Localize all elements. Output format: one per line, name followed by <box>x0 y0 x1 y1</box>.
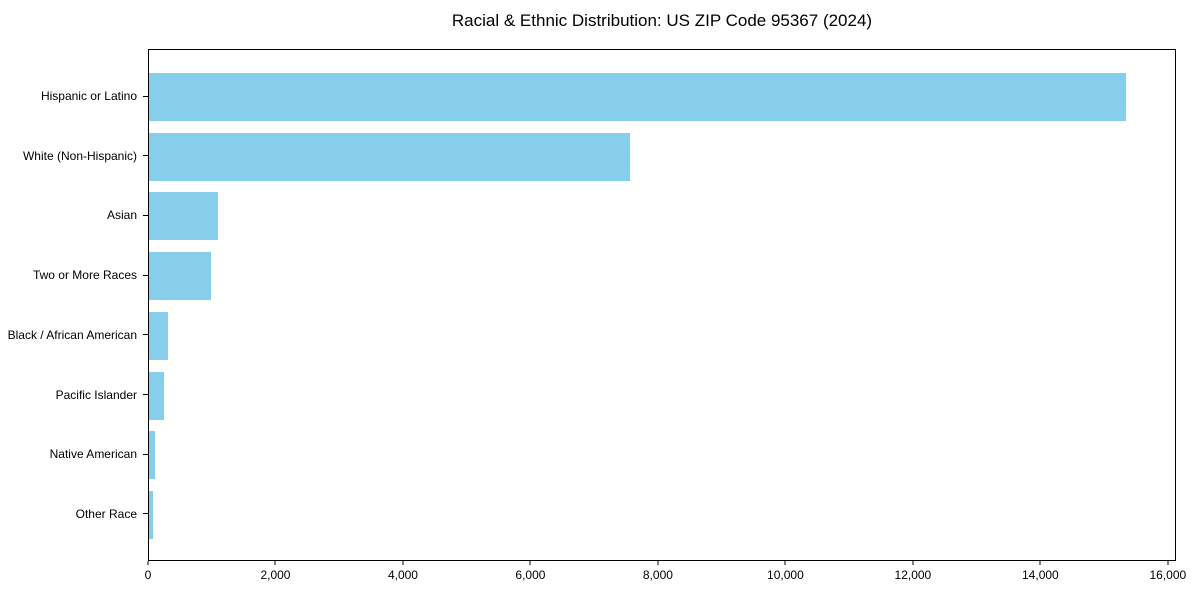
bar <box>149 490 153 539</box>
x-tick-label: 0 <box>144 568 152 582</box>
y-tick-label: Two or More Races <box>32 268 137 283</box>
bar <box>149 252 211 301</box>
x-axis: 0 2,000 4,000 6,000 8,000 10,000 12,000 14,000 1… <box>144 561 1186 589</box>
x-tick-label: 14,000 <box>1022 568 1059 582</box>
x-tick-mark <box>147 561 149 565</box>
x-tick-label: 8,000 <box>642 568 673 582</box>
y-tick-mark <box>143 274 148 276</box>
y-tick-label: Other Race <box>75 506 137 521</box>
y-tick-mark <box>143 453 148 455</box>
bar <box>149 192 219 241</box>
x-tick-label: 4,000 <box>387 568 418 582</box>
bar <box>149 431 156 480</box>
bar <box>149 132 630 181</box>
bars-layer <box>149 50 1175 560</box>
y-tick-label: Hispanic or Latino <box>40 89 137 104</box>
y-tick-label: White (Non-Hispanic) <box>22 148 137 163</box>
y-tick-mark <box>143 513 148 515</box>
x-tick-mark <box>1039 561 1041 565</box>
x-tick-mark <box>1167 561 1169 565</box>
x-tick-mark <box>274 561 276 565</box>
x-tick-label: 2,000 <box>260 568 291 582</box>
y-tick-label: Pacific Islander <box>55 387 137 402</box>
x-tick-label: 6,000 <box>515 568 546 582</box>
x-tick-label: 10,000 <box>767 568 804 582</box>
plot-area <box>148 49 1176 561</box>
x-tick-mark <box>657 561 659 565</box>
chart-title: Racial & Ethnic Distribution: US ZIP Cod… <box>451 11 873 30</box>
bar <box>149 371 164 420</box>
y-tick-mark <box>143 95 148 97</box>
x-tick-mark <box>912 561 914 565</box>
x-tick-mark <box>402 561 404 565</box>
y-tick-mark <box>143 214 148 216</box>
y-axis: Hispanic or Latino White (Non-Hispanic) As… <box>0 49 148 561</box>
y-tick-mark <box>143 334 148 336</box>
y-tick-mark <box>143 155 148 157</box>
y-tick-mark <box>143 394 148 395</box>
y-tick-label: Asian <box>106 208 137 223</box>
x-tick-label: 12,000 <box>894 568 932 582</box>
x-tick-label: 16,000 <box>1149 568 1187 582</box>
bar <box>149 311 169 360</box>
y-tick-label: Native American <box>49 447 137 462</box>
bar <box>149 73 1127 122</box>
y-tick-label: Black / African American <box>7 327 137 342</box>
x-tick-mark <box>784 561 786 565</box>
x-tick-mark <box>529 561 531 565</box>
